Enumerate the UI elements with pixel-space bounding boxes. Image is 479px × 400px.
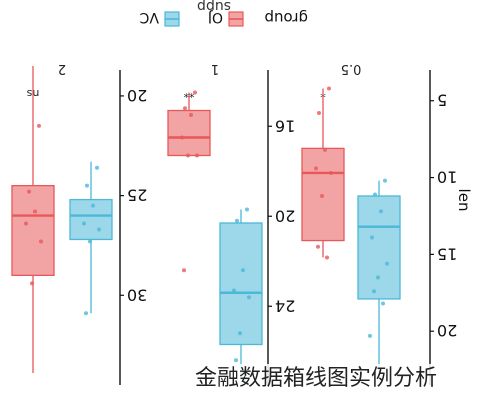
data-point — [82, 221, 86, 226]
facet-label: 2 — [58, 61, 66, 76]
data-point — [84, 311, 88, 316]
legend-label: OJ — [208, 9, 223, 25]
data-point — [24, 221, 28, 226]
data-point — [183, 106, 187, 111]
data-point — [235, 218, 239, 223]
legend-title: group — [264, 9, 308, 27]
data-point — [186, 153, 190, 158]
data-point — [385, 261, 389, 266]
y-tick-label: 16 — [275, 116, 295, 135]
y-tick-label: 30 — [127, 285, 147, 304]
data-point — [317, 111, 321, 116]
y-tick-label: 20 — [437, 321, 457, 340]
caption-text: 金融数据箱线图实例分析 — [195, 364, 479, 394]
y-tick-label: 15 — [437, 244, 457, 263]
y-tick-label: 25 — [127, 186, 147, 205]
data-point — [180, 135, 184, 140]
legend: group OJ VC — [139, 9, 308, 27]
data-point — [323, 147, 327, 152]
data-point — [376, 275, 380, 280]
data-point — [373, 192, 377, 197]
data-point — [247, 295, 251, 300]
data-point — [314, 166, 318, 171]
data-point — [88, 239, 92, 244]
box-body — [219, 222, 263, 346]
data-point — [232, 288, 236, 293]
data-point — [195, 153, 199, 158]
box-OJ — [11, 66, 55, 374]
data-point — [189, 113, 193, 117]
data-point — [379, 209, 383, 214]
y-tick-label: 5 — [437, 91, 447, 110]
data-point — [85, 183, 89, 188]
x-axis-title: supp — [197, 0, 231, 14]
data-point — [193, 90, 197, 95]
data-point — [37, 123, 41, 128]
data-point — [30, 281, 34, 286]
data-point — [91, 203, 95, 208]
box-OJ — [301, 86, 345, 260]
data-point — [370, 235, 374, 240]
data-point — [182, 268, 186, 273]
y-axis-title: len — [455, 189, 473, 212]
data-point — [245, 207, 249, 212]
data-point — [325, 255, 329, 260]
box-VC — [357, 178, 401, 375]
box-body — [167, 109, 211, 157]
y-tick-label: 20 — [127, 86, 147, 105]
box-body — [11, 184, 55, 276]
data-point — [39, 239, 43, 244]
data-point — [329, 170, 333, 175]
data-point — [97, 227, 101, 232]
box-VC — [219, 207, 263, 383]
data-point — [234, 358, 238, 363]
legend-label: VC — [139, 9, 159, 25]
facet-label: 0.5 — [341, 61, 362, 76]
data-point — [241, 268, 245, 273]
data-point — [372, 289, 376, 294]
box-OJ — [167, 90, 211, 273]
data-point — [27, 189, 31, 194]
chart-plot: 51015200.5*1620241**2025302nslensuppgrou… — [11, 0, 473, 385]
data-point — [327, 86, 331, 91]
data-point — [33, 209, 37, 214]
data-point — [316, 244, 320, 249]
data-point — [381, 301, 385, 306]
y-tick-label: 24 — [275, 296, 295, 315]
data-point — [320, 194, 324, 198]
data-point — [238, 331, 242, 336]
box-body — [69, 198, 113, 241]
data-point — [368, 333, 372, 338]
y-tick-label: 20 — [275, 206, 295, 225]
box-body — [357, 195, 401, 300]
data-point — [383, 178, 387, 183]
facet-label: 1 — [211, 61, 219, 76]
data-point — [95, 165, 99, 170]
box-VC — [69, 161, 113, 316]
y-tick-label: 10 — [437, 168, 457, 187]
